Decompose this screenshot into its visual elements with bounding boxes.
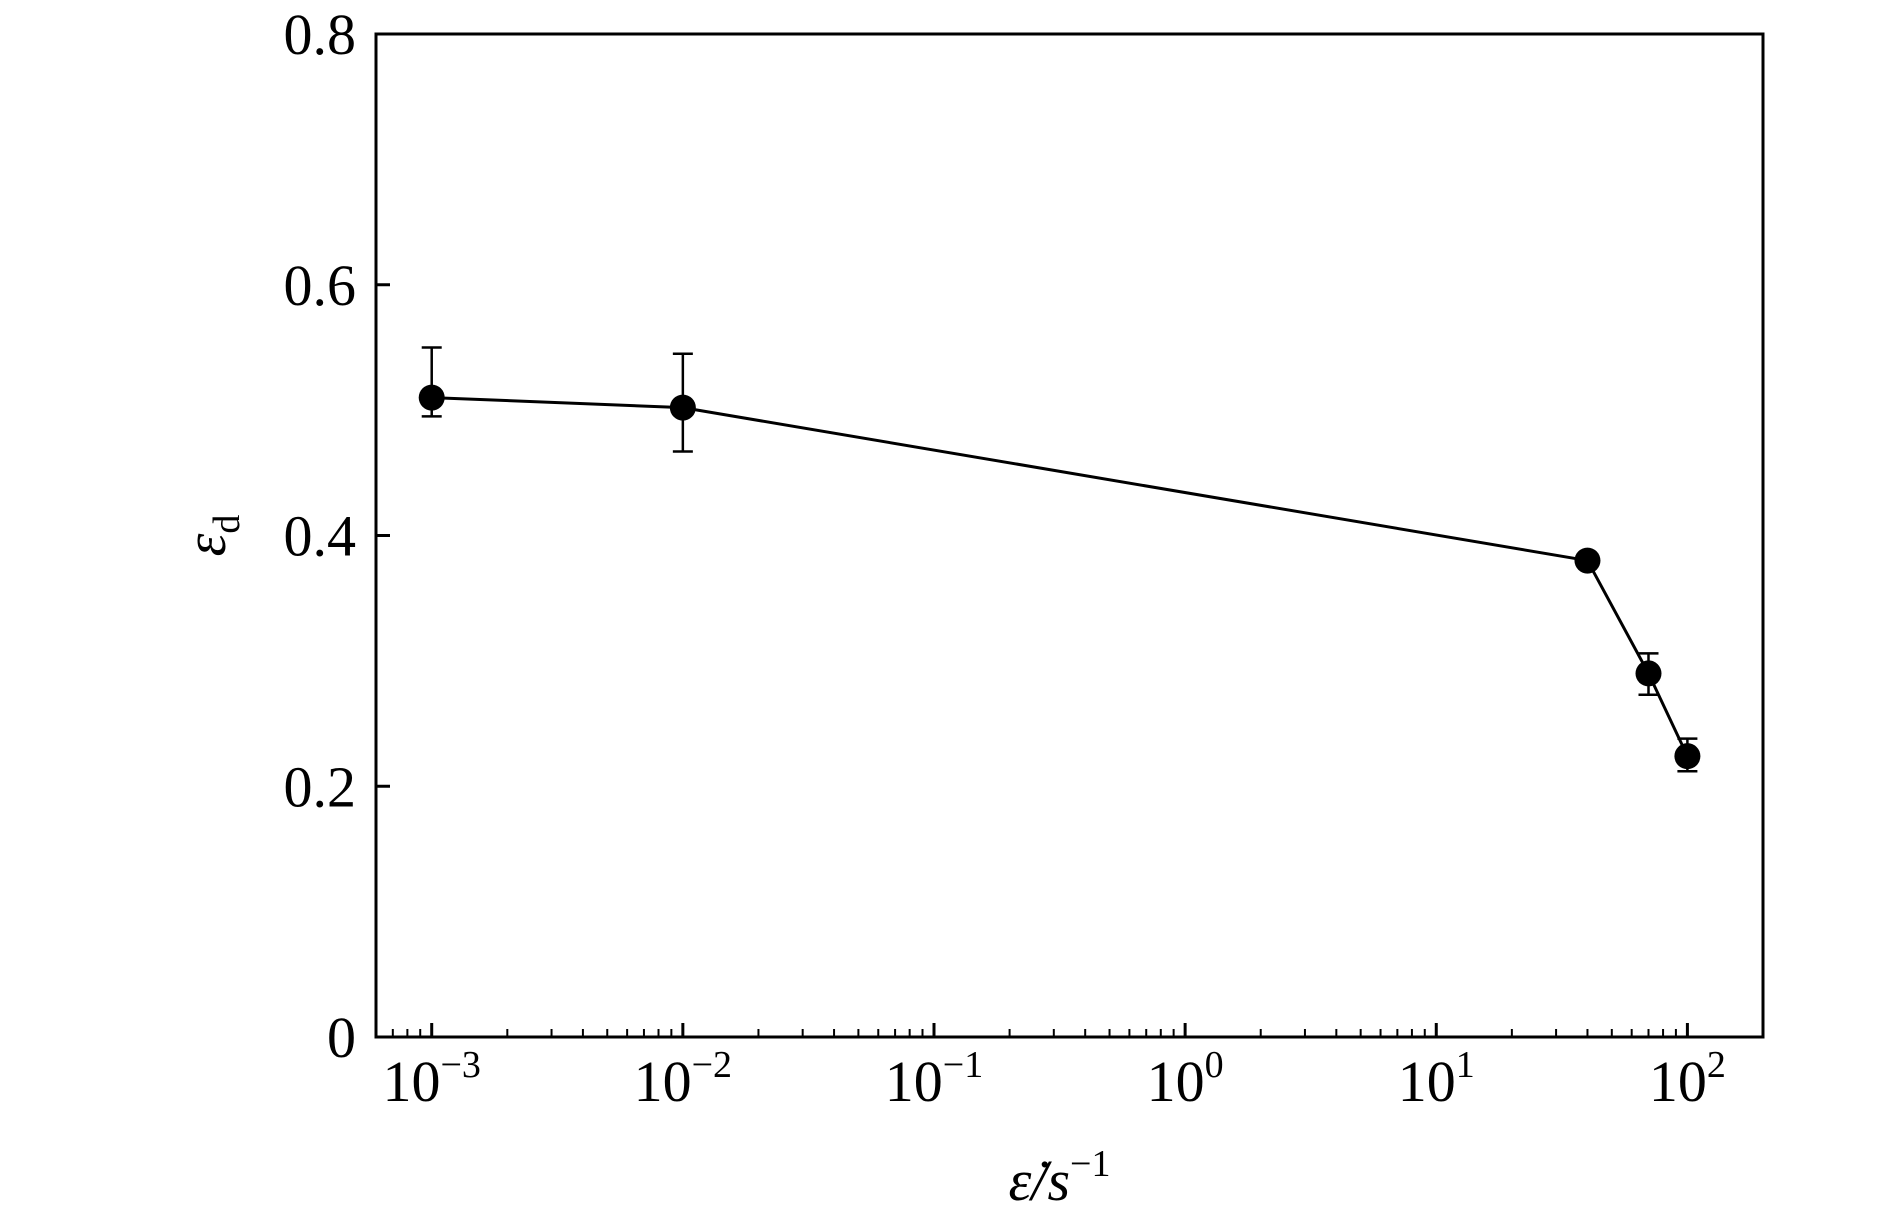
- x-tick-exponent: −1: [943, 1044, 983, 1086]
- x-axis-label-sup: −1: [1070, 1143, 1110, 1185]
- x-tick-label: 10−3: [382, 1044, 480, 1114]
- x-axis-label: ε̇/s−1: [1009, 1143, 1111, 1213]
- data-line: [431, 396, 1689, 757]
- x-tick-label: 100: [1147, 1044, 1224, 1114]
- plot-frame: [374, 32, 1765, 1039]
- x-tick-label: 101: [1398, 1044, 1475, 1114]
- x-tick-label: 102: [1649, 1044, 1726, 1114]
- data-point: [1635, 660, 1662, 687]
- y-tick-label: 0.4: [284, 504, 357, 569]
- x-tick-base: 10: [382, 1049, 440, 1114]
- x-tick-exponent: −3: [440, 1044, 480, 1086]
- data-point: [669, 394, 696, 421]
- data-point: [1674, 743, 1701, 770]
- y-tick-label: 0: [327, 1005, 356, 1070]
- x-tick-label: 10−1: [885, 1044, 983, 1114]
- x-tick-exponent: −2: [692, 1044, 732, 1086]
- y-axis-label-main: ε: [173, 533, 238, 556]
- x-tick-label: 10−2: [634, 1044, 732, 1114]
- x-tick-base: 10: [885, 1049, 943, 1114]
- x-tick-exponent: 0: [1205, 1044, 1224, 1086]
- y-axis-label-sub: d: [206, 515, 248, 534]
- x-tick-base: 10: [1147, 1049, 1205, 1114]
- x-tick-base: 10: [1649, 1049, 1707, 1114]
- x-tick-exponent: 1: [1456, 1044, 1475, 1086]
- x-tick-base: 10: [634, 1049, 692, 1114]
- y-axis-label: εd: [173, 515, 248, 557]
- y-tick-label: 0.6: [284, 253, 357, 318]
- x-tick-base: 10: [1398, 1049, 1456, 1114]
- data-point: [1574, 547, 1601, 574]
- data-point: [418, 384, 445, 411]
- y-tick-label: 0.2: [284, 754, 357, 819]
- x-axis-label-main: ε̇/s: [1009, 1148, 1071, 1213]
- y-tick-label: 0.8: [284, 2, 357, 67]
- x-tick-exponent: 2: [1707, 1044, 1726, 1086]
